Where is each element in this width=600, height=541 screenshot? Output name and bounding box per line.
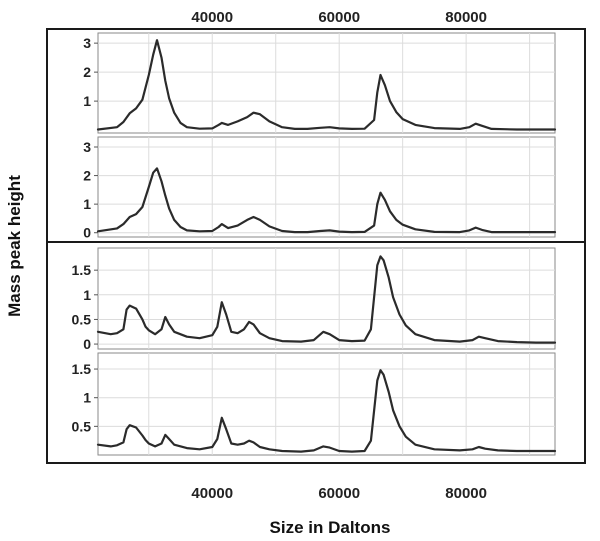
x-tick-label-top: 80000	[445, 9, 487, 26]
panel-2-y-tick-label: 3	[83, 139, 91, 155]
panel-1-y-tick-label: 2	[83, 64, 91, 80]
x-tick-label-bottom: 40000	[191, 485, 233, 502]
x-tick-label-bottom: 60000	[318, 485, 360, 502]
panel-1-y-tick-label: 3	[83, 35, 91, 51]
panel-4-y-tick-label: 0.5	[72, 418, 92, 434]
x-tick-labels: 40000 40000 60000 60000 80000 80000	[191, 9, 487, 502]
panel-3-y-tick-label: 0.5	[72, 311, 92, 327]
panel-4: 0.5 1 1.5	[72, 352, 557, 456]
panel-4-y-tick-label: 1	[83, 390, 91, 406]
panel-3: 0 0.5 1 1.5	[72, 247, 557, 352]
panels-layer: 1 2 3 0 1 2 3 0 0.5 1 1.5 0.5 1 1.5	[72, 32, 557, 456]
panel-4-plot-area	[97, 352, 556, 456]
panel-2-series-line	[96, 167, 557, 234]
x-tick-label-top: 40000	[191, 9, 233, 26]
panel-2-y-tick-label: 2	[83, 168, 91, 184]
y-axis-title: Mass peak height	[5, 175, 24, 317]
panel-1-y-tick-label: 1	[83, 93, 91, 109]
panel-1-series-line	[96, 39, 557, 131]
x-tick-label-bottom: 80000	[445, 485, 487, 502]
x-tick-label-top: 60000	[318, 9, 360, 26]
panel-3-y-tick-label: 1.5	[72, 262, 92, 278]
panel-2-plot-area	[97, 136, 556, 238]
panel-4-series-line	[96, 369, 557, 453]
panel-2-y-tick-label: 0	[83, 225, 91, 241]
panel-2: 0 1 2 3	[83, 136, 557, 241]
panel-3-y-tick-label: 1	[83, 287, 91, 303]
panel-2-y-tick-label: 1	[83, 196, 91, 212]
panel-3-y-tick-label: 0	[83, 336, 91, 352]
panel-3-series-line	[96, 255, 557, 344]
x-axis-title: Size in Daltons	[270, 518, 391, 537]
panel-1: 1 2 3	[83, 32, 557, 134]
lower-group-frame	[46, 241, 586, 464]
panel-4-y-tick-label: 1.5	[72, 361, 92, 377]
panel-1-plot-area	[97, 32, 556, 134]
